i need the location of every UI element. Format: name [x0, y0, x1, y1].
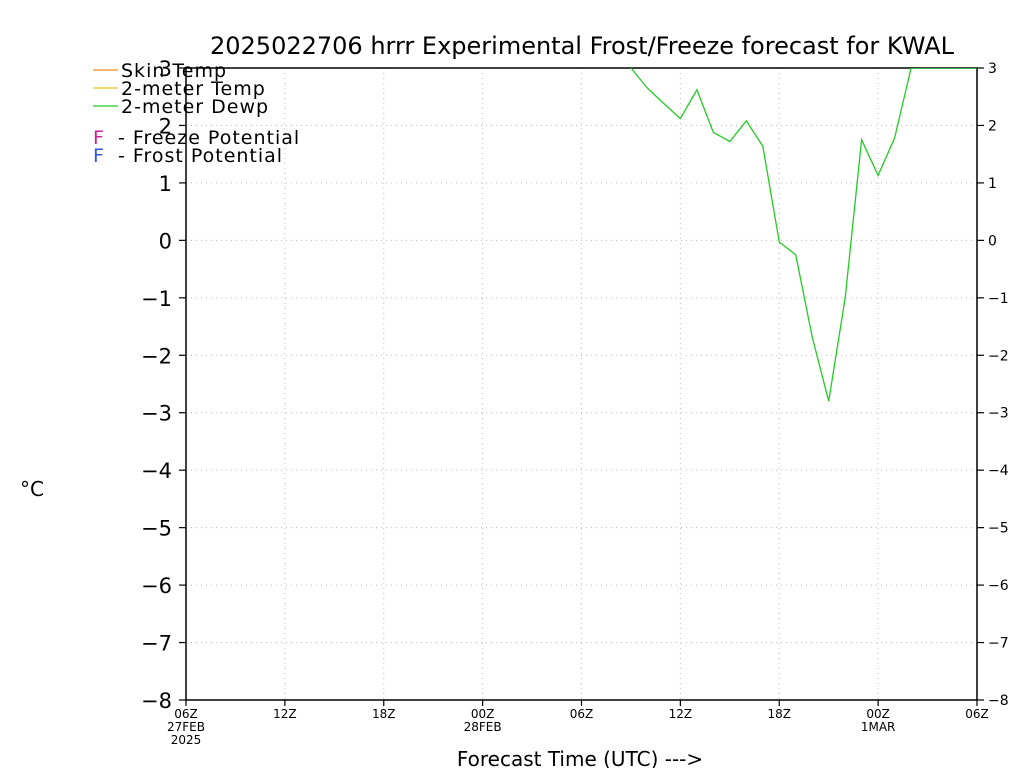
y-axis-left: 3 2 1 0 −1 −2 −3 −4 −5 −6 −7 −8 [141, 57, 186, 713]
x-tick-sublabel: 1MAR [861, 720, 896, 734]
y-tick-label-right: −7 [988, 636, 1009, 652]
y-tick-label: −4 [141, 459, 172, 483]
x-tick-sublabel: 2025 [171, 733, 202, 747]
x-tick-label: 18Z [372, 707, 396, 721]
x-tick-sublabel: 27FEB [167, 720, 205, 734]
y-tick-label: −1 [141, 287, 172, 311]
y-tick-label: −6 [141, 574, 172, 598]
y-tick-label-right: −3 [988, 406, 1009, 422]
x-tick-label: 00Z [866, 707, 890, 721]
series-line-dewpoint [630, 68, 977, 402]
x-axis-label: Forecast Time (UTC) ---> [457, 747, 703, 768]
x-tick-label: 12Z [273, 707, 297, 721]
legend-label: Skin Temp [121, 60, 227, 82]
x-tick-sublabel: 28FEB [464, 720, 502, 734]
chart-title: 2025022706 hrrr Experimental Frost/Freez… [210, 32, 955, 60]
y-tick-label-right: 1 [988, 176, 997, 192]
y-tick-label: −3 [141, 402, 172, 426]
y-tick-label: −5 [141, 517, 172, 541]
y-tick-label-right: 3 [988, 61, 997, 77]
x-tick-label: 00Z [471, 707, 495, 721]
x-tick-label: 06Z [965, 707, 989, 721]
series-layer [630, 68, 977, 402]
legend-label: - Freeze Potential [118, 127, 300, 149]
x-tick-label: 18Z [768, 707, 792, 721]
y-tick-label-right: −8 [988, 693, 1009, 709]
x-tick-label: 06Z [570, 707, 594, 721]
legend-label: - Frost Potential [118, 145, 283, 167]
y-tick-label: −8 [141, 689, 172, 713]
y-tick-label-right: −1 [988, 291, 1009, 307]
y-tick-label-right: −6 [988, 578, 1009, 594]
y-tick-label-right: −4 [988, 463, 1009, 479]
y-axis-right: 3 2 1 0 −1 −2 −3 −4 −5 −6 −7 −8 [977, 61, 1009, 709]
y-tick-label-right: −2 [988, 348, 1009, 364]
y-tick-label-right: −5 [988, 521, 1009, 537]
legend-marker: F [93, 145, 104, 167]
y-tick-label: 0 [159, 229, 172, 253]
grid-lines [186, 68, 977, 700]
y-tick-label: 1 [159, 172, 172, 196]
y-tick-label: 2 [159, 114, 172, 138]
y-tick-label: −7 [141, 632, 172, 656]
legend-label: 2-meter Dewp [121, 96, 269, 118]
y-tick-label: −2 [141, 344, 172, 368]
y-tick-label-right: 2 [988, 118, 997, 134]
legend-label: 2-meter Temp [121, 78, 266, 100]
y-tick-label: 3 [159, 57, 172, 81]
y-tick-label-right: 0 [988, 233, 997, 249]
x-tick-label: 12Z [669, 707, 693, 721]
legend-marker: F [93, 127, 104, 149]
y-axis-label: °C [20, 477, 44, 501]
x-tick-label: 06Z [174, 707, 198, 721]
